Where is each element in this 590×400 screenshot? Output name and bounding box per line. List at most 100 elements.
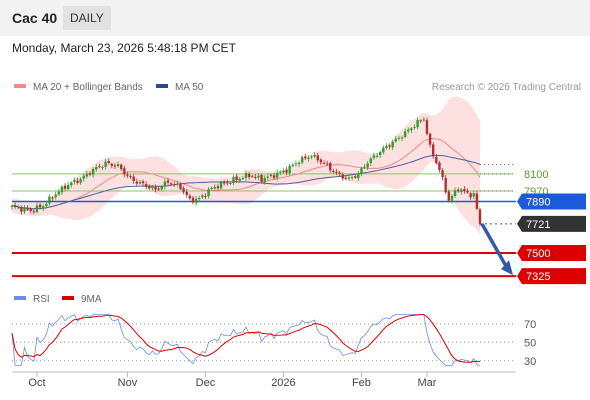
candle-body	[198, 198, 201, 200]
candle-body	[363, 166, 366, 168]
candle-body	[210, 187, 213, 190]
candle-body	[113, 165, 117, 167]
candle-body	[391, 141, 394, 148]
candle-body	[282, 170, 285, 173]
candle-body	[316, 155, 319, 161]
candle-body	[266, 176, 270, 178]
candle-body	[26, 208, 29, 210]
rsi-panel: 70 50 30	[11, 314, 536, 368]
candle-body	[51, 197, 54, 199]
candle-body	[157, 188, 160, 190]
candle-body	[304, 156, 307, 159]
candle-body	[148, 186, 151, 189]
ma20-line	[11, 138, 481, 210]
candle-body	[285, 169, 288, 173]
candle-body	[447, 191, 450, 201]
candle-body	[98, 166, 101, 168]
candle-body	[260, 174, 263, 182]
candle-body	[403, 131, 407, 137]
bollinger-legend-swatch	[14, 84, 26, 88]
forecast-arrow	[480, 222, 513, 276]
candle-body	[416, 120, 419, 128]
level-tag-7325	[517, 268, 586, 285]
rsi-ma-legend-swatch	[62, 296, 74, 300]
candle-body	[216, 186, 220, 189]
candle-body	[354, 176, 357, 178]
level-label-7500: 7500	[526, 248, 550, 260]
level-label-7890: 7890	[526, 197, 550, 209]
period-button[interactable]: DAILY	[63, 6, 111, 30]
rsi-level-label-70: 70	[524, 319, 536, 331]
ma50-legend-label: MA 50	[175, 82, 204, 93]
level-tag-7890	[517, 193, 586, 210]
candle-body	[456, 189, 460, 192]
bollinger-legend-label: MA 20 + Bollinger Bands	[33, 82, 143, 93]
candle-body	[397, 137, 401, 139]
candle-body	[441, 170, 444, 178]
candle-body	[63, 185, 67, 189]
forecast-arrow-shaft	[480, 222, 508, 267]
candle-body	[129, 176, 132, 178]
candle-body	[57, 191, 60, 195]
x-tick-label-Oct: Oct	[28, 377, 45, 389]
candle-body	[338, 172, 341, 174]
candle-body	[378, 152, 382, 156]
candle-body	[422, 119, 426, 121]
candle-body	[350, 177, 354, 179]
candle-body	[232, 177, 235, 183]
candle-body	[160, 186, 163, 190]
candle-body	[394, 138, 397, 142]
candle-body	[132, 176, 135, 181]
candle-body	[400, 137, 404, 139]
candle-body	[60, 186, 64, 193]
rsi-level-label-30: 30	[524, 356, 536, 368]
candle-body	[319, 159, 323, 163]
candle-body	[428, 133, 432, 145]
candle-body	[66, 184, 70, 190]
rsi-ma-legend-label: 9MA	[81, 294, 102, 305]
instrument-title: Cac 40	[12, 10, 58, 26]
candle-body	[163, 181, 167, 187]
candle-body	[219, 181, 223, 189]
candle-body	[444, 177, 447, 193]
copyright-label: Research © 2026 Trading Central	[432, 82, 581, 93]
candle-body	[453, 190, 457, 196]
candle-body	[463, 189, 466, 192]
candle-body	[375, 155, 379, 157]
x-tick-label-Mar: Mar	[417, 377, 436, 389]
candle-body	[360, 168, 363, 174]
candle-body	[116, 164, 120, 167]
candle-body	[48, 196, 51, 204]
candle-body	[307, 157, 310, 159]
candle-body	[469, 193, 472, 198]
candle-body	[101, 166, 104, 168]
candle-body	[91, 168, 95, 175]
candle-body	[388, 145, 391, 147]
chart-header: Cac 40 DAILY	[0, 0, 590, 36]
candle-body	[466, 190, 469, 193]
candle-body	[176, 183, 179, 185]
candle-body	[82, 175, 85, 179]
x-tick-label-Nov: Nov	[118, 377, 138, 389]
candle-body	[110, 163, 114, 166]
candle-body	[450, 195, 454, 201]
candle-body	[251, 176, 254, 178]
candle-body	[407, 129, 410, 132]
candle-body	[120, 164, 123, 170]
candle-body	[325, 163, 329, 165]
candle-body	[332, 170, 335, 173]
candle-body	[288, 165, 291, 174]
candle-body	[329, 163, 332, 171]
candle-body	[276, 172, 279, 178]
candle-body	[185, 191, 188, 196]
candle-body	[254, 176, 257, 178]
bollinger-band	[12, 96, 480, 235]
candle-body	[344, 177, 348, 179]
level-tag-7500	[517, 244, 586, 261]
candle-body	[372, 155, 376, 159]
candle-body	[300, 156, 304, 163]
candle-body	[460, 189, 463, 192]
candle-body	[166, 180, 170, 183]
candle-body	[297, 162, 301, 165]
